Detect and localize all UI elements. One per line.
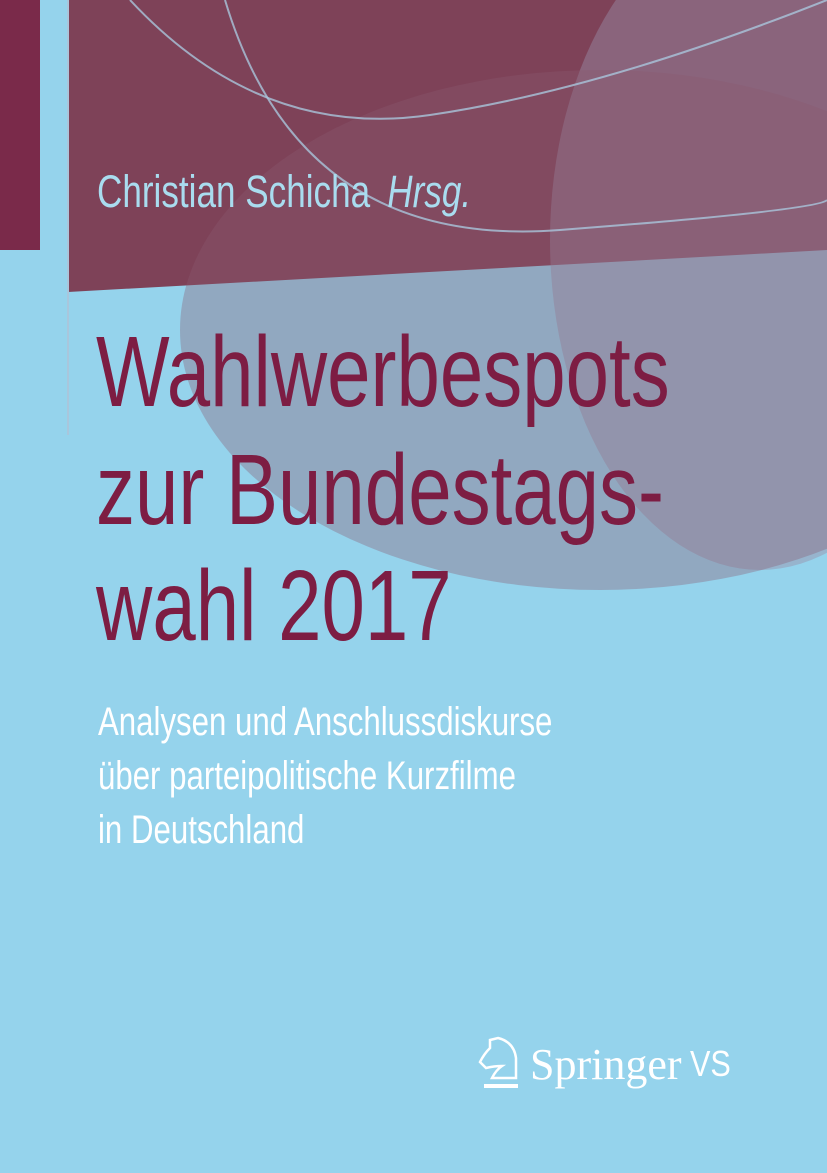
title-line-1: Wahlwerbespots xyxy=(96,316,670,428)
author-role: Hrsg. xyxy=(387,166,472,217)
knight-horse-icon xyxy=(478,1036,518,1088)
subtitle-line-3: in Deutschland xyxy=(98,808,305,852)
author: Christian Schicha Hrsg. xyxy=(97,166,471,218)
arc-line xyxy=(224,0,827,233)
left-strip xyxy=(0,0,40,250)
title-line-3: wahl 2017 xyxy=(96,550,452,662)
subtitle-line-2: über parteipolitische Kurzfilme xyxy=(98,754,516,798)
publisher-name: Springer xyxy=(530,1039,682,1089)
title-line-2: zur Bundestags- xyxy=(96,434,664,546)
arc-line xyxy=(129,0,827,120)
subtitle-line-1: Analysen und Anschlussdiskurse xyxy=(98,700,553,744)
author-name: Christian Schicha xyxy=(97,166,371,217)
publisher-imprint: VS xyxy=(689,1043,731,1084)
publisher-logo: Springer VS xyxy=(476,1036,738,1092)
light-circle xyxy=(550,0,827,570)
